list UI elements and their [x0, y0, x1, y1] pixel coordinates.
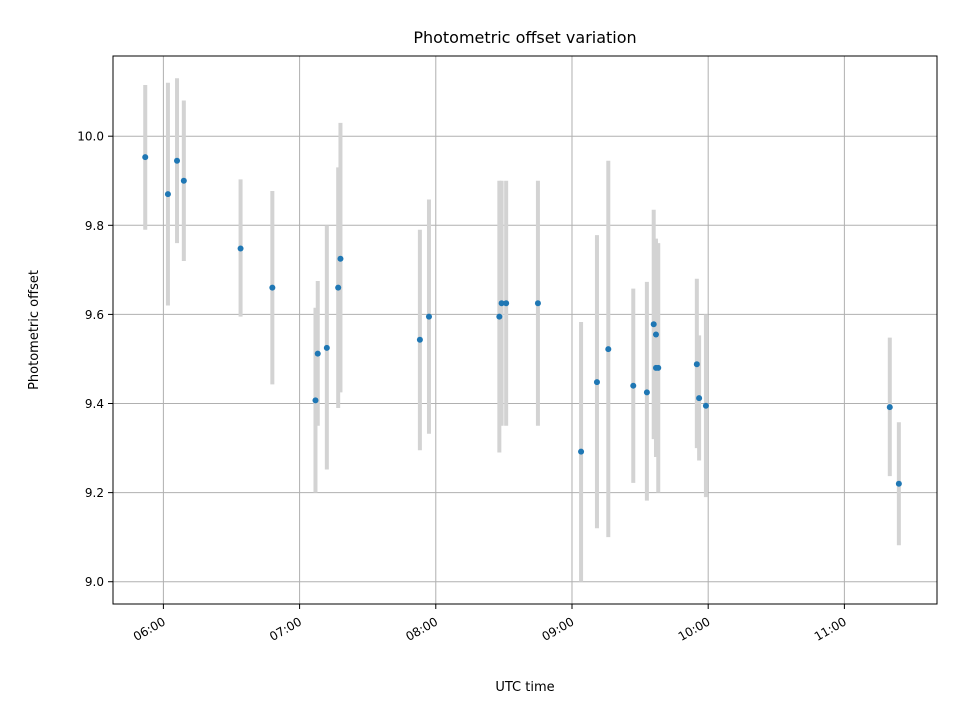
data-point: [337, 255, 344, 262]
data-point: [269, 284, 276, 291]
y-tick-label: 10.0: [77, 130, 104, 144]
data-point: [498, 300, 505, 307]
data-point: [142, 154, 149, 161]
chart-title: Photometric offset variation: [413, 28, 636, 47]
data-point: [180, 177, 187, 184]
y-axis-ticks: 9.0 9.2 9.4 9.6 9.8 10.0: [77, 130, 113, 589]
data-point: [593, 379, 600, 386]
data-points: [142, 154, 902, 487]
data-point: [630, 382, 637, 389]
data-point: [416, 336, 423, 343]
data-point: [237, 245, 244, 252]
data-point: [696, 395, 703, 402]
data-point: [886, 404, 893, 411]
data-point: [578, 448, 585, 455]
data-point: [605, 346, 612, 353]
data-point: [693, 361, 700, 368]
data-point: [652, 331, 659, 338]
y-tick-label: 9.2: [85, 486, 104, 500]
data-point: [655, 364, 662, 371]
y-tick-label: 9.4: [85, 397, 104, 411]
y-tick-label: 9.6: [85, 308, 104, 322]
data-point: [335, 284, 342, 291]
data-point: [534, 300, 541, 307]
data-point: [496, 313, 503, 320]
y-tick-label: 9.8: [85, 219, 104, 233]
grid-lines: [113, 56, 937, 604]
data-point: [503, 300, 510, 307]
plot-frame: [112, 55, 938, 605]
data-point: [323, 344, 330, 351]
data-point: [425, 313, 432, 320]
data-point: [174, 157, 181, 164]
y-axis-label: Photometric offset: [27, 270, 42, 390]
data-point: [314, 350, 321, 357]
data-point: [643, 389, 650, 396]
y-tick-label: 9.0: [85, 575, 104, 589]
data-point: [164, 191, 171, 198]
data-point: [702, 402, 709, 409]
x-axis-label: UTC time: [495, 680, 554, 695]
data-point: [650, 321, 657, 328]
data-point: [312, 397, 319, 404]
data-point: [895, 480, 902, 487]
